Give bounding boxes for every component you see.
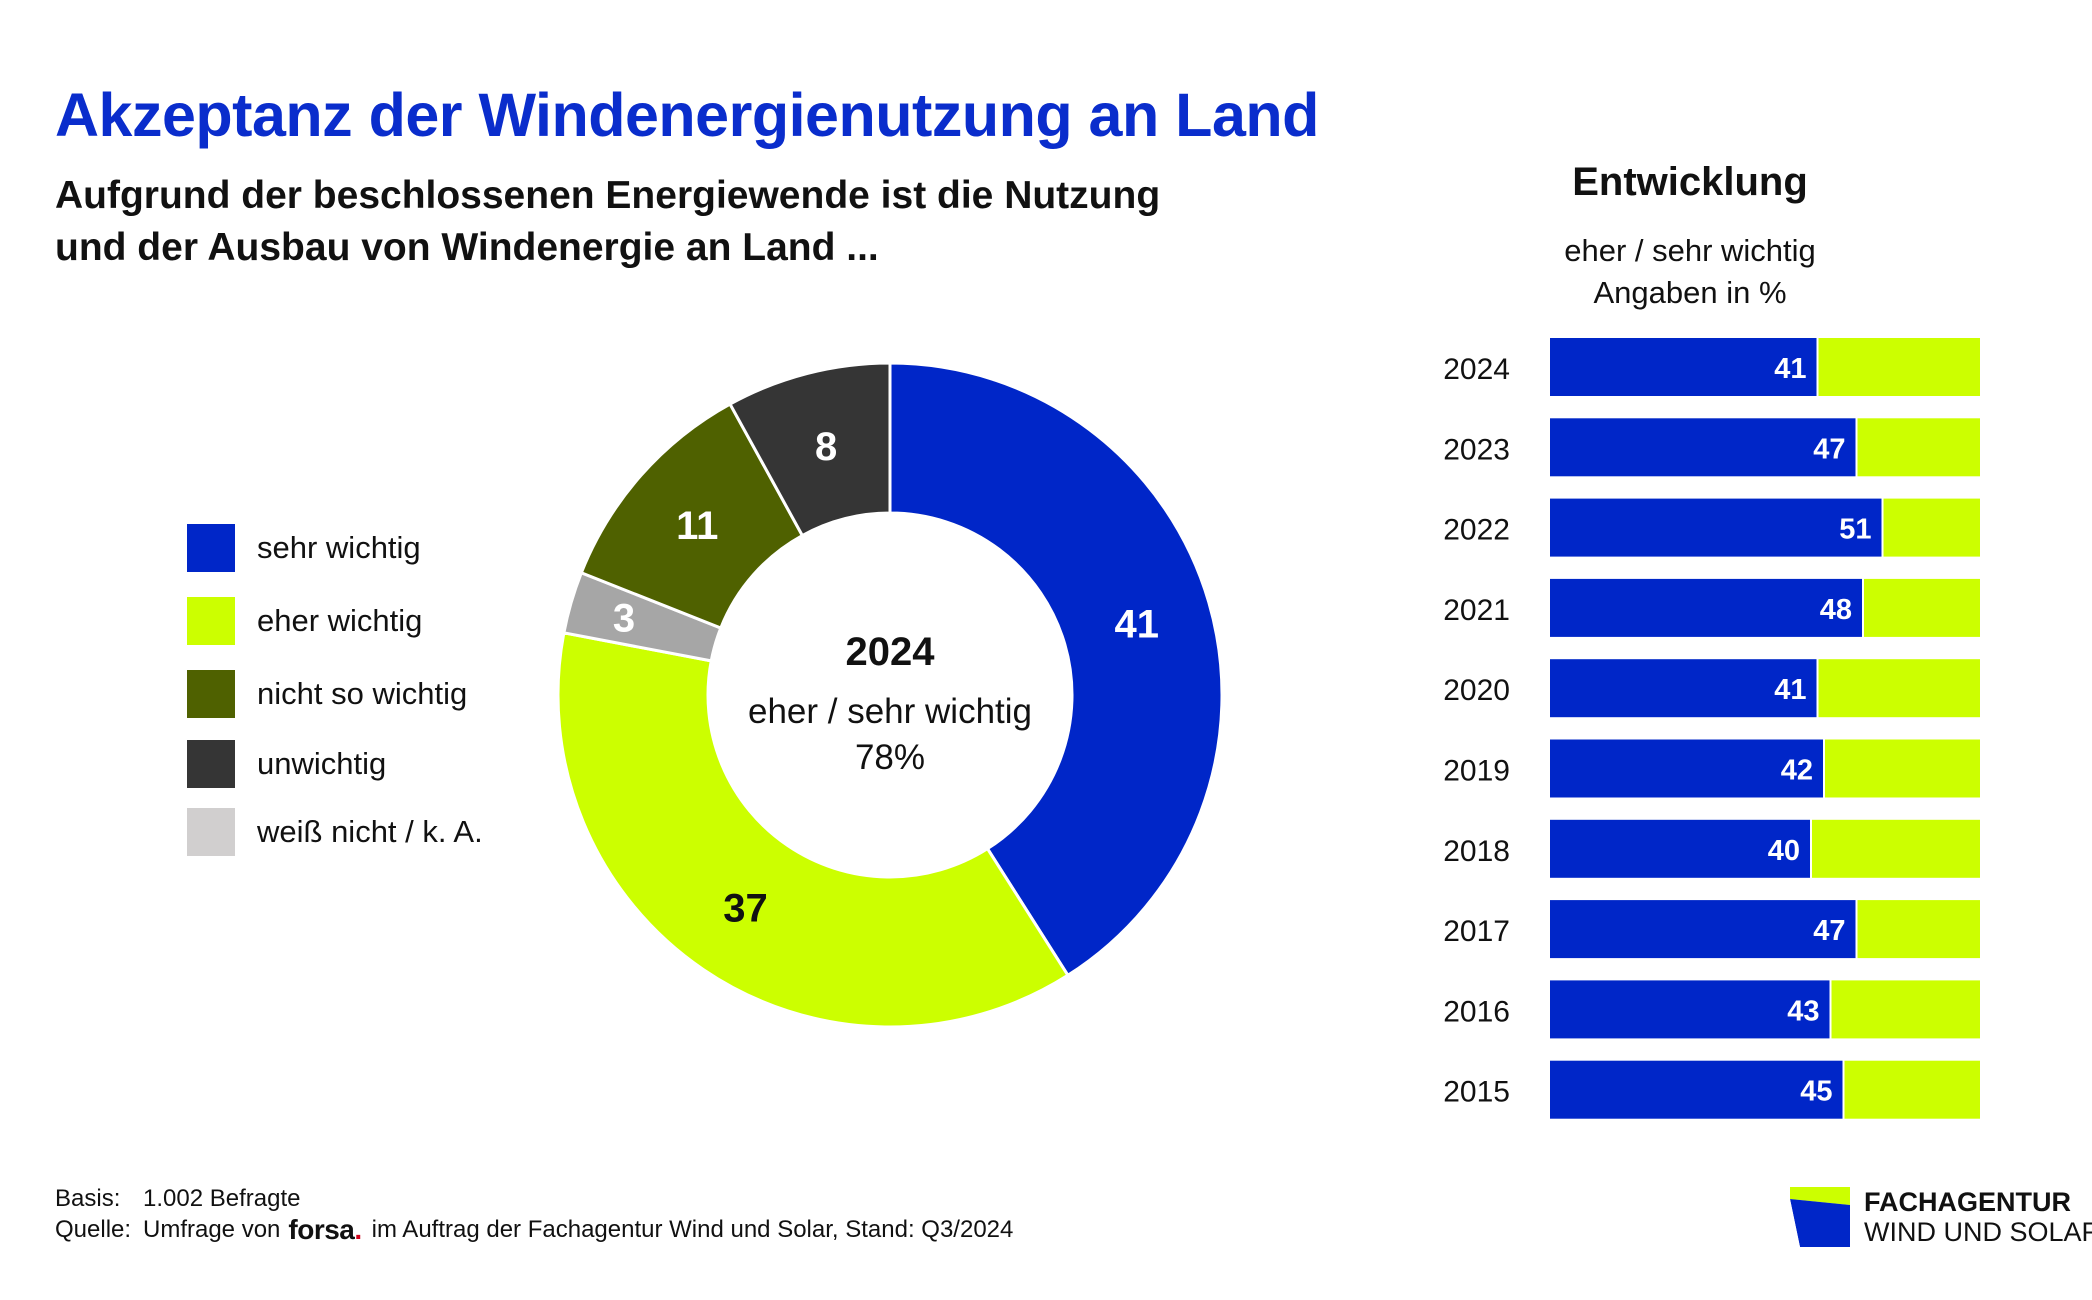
legend-item-nicht-so-wichtig: nicht so wichtig: [187, 670, 467, 718]
development-subtitle: eher / sehr wichtig Angaben in %: [1480, 230, 1900, 314]
bar-sehr-wichtig: [1550, 980, 1830, 1039]
bar-sehr-wichtig: [1550, 739, 1823, 798]
donut-chart: 41 37 3 11 8 2024 eher / sehr wichtig 78%: [556, 361, 1224, 1029]
bar-year-label: 2021: [1443, 594, 1510, 627]
legend-swatch: [187, 670, 235, 718]
chart-subtitle: Aufgrund der beschlossenen Energiewende …: [55, 170, 1160, 274]
bar-year-label: 2017: [1443, 915, 1510, 948]
donut-slice-unwichtig: [728, 361, 892, 538]
donut-data-label: 3: [613, 597, 635, 641]
donut-center-value: 78%: [855, 738, 925, 777]
bar-eher-wichtig: [1818, 659, 1980, 718]
bar-value-sehr-wichtig: 45: [1800, 1076, 1832, 1108]
footer-quelle: Quelle: Umfrage von forsa. im Auftrag de…: [55, 1214, 1013, 1245]
legend-label: eher wichtig: [257, 603, 423, 638]
bar-sehr-wichtig: [1550, 1060, 1843, 1119]
bar-year-label: 2022: [1443, 514, 1510, 547]
bar-value-sehr-wichtig: 47: [1813, 433, 1845, 465]
donut-data-label: 8: [815, 425, 837, 469]
bar-eher-wichtig: [1825, 739, 1980, 798]
development-subtitle-line-1: eher / sehr wichtig: [1564, 233, 1816, 268]
forsa-logo-dot: .: [354, 1214, 362, 1245]
donut-slice-eher-wichtig: [556, 631, 1070, 1029]
footer-quelle-prefix: Umfrage von: [143, 1216, 281, 1243]
bar-value-sehr-wichtig: 48: [1820, 594, 1852, 626]
footer-quelle-suffix: im Auftrag der Fachagentur Wind und Sola…: [371, 1216, 1014, 1243]
forsa-logo-word: forsa: [288, 1214, 355, 1245]
legend-swatch: [187, 524, 235, 572]
bar-sehr-wichtig: [1550, 900, 1856, 959]
bar-eher-wichtig: [1812, 819, 1980, 878]
footer-quelle-key: Quelle:: [55, 1216, 132, 1243]
legend-item-weiss-nicht: weiß nicht / k. A.: [187, 808, 483, 856]
bar-value-sehr-wichtig: 51: [1839, 514, 1871, 546]
logo-line-2: WIND UND SOLAR: [1864, 1217, 2092, 1247]
bar-year-label: 2015: [1443, 1076, 1510, 1109]
bar-value-sehr-wichtig: 40: [1768, 835, 1800, 867]
subtitle-line-1: Aufgrund der beschlossenen Energiewende …: [55, 174, 1161, 217]
fachagentur-logo-text: FACHAGENTUR WIND UND SOLAR: [1864, 1187, 2092, 1247]
forsa-logo: forsa.: [288, 1214, 362, 1245]
fachagentur-logo-icon: [1790, 1187, 1850, 1247]
legend-swatch: [187, 740, 235, 788]
legend-label: nicht so wichtig: [257, 676, 468, 711]
bar-year-label: 2019: [1443, 755, 1510, 788]
footer-basis-key: Basis:: [55, 1185, 121, 1212]
legend-label: weiß nicht / k. A.: [257, 814, 483, 849]
bar-eher-wichtig: [1831, 980, 1980, 1039]
donut-data-label: 37: [723, 887, 768, 931]
bar-value-sehr-wichtig: 47: [1813, 915, 1845, 947]
bar-eher-wichtig: [1844, 1060, 1980, 1119]
bar-value-sehr-wichtig: 41: [1774, 674, 1806, 706]
bar-sehr-wichtig: [1550, 659, 1817, 718]
subtitle-line-2: und der Ausbau von Windenergie an Land .…: [55, 226, 879, 269]
footer-basis: Basis: 1.002 Befragte: [55, 1183, 1013, 1214]
fachagentur-logo: FACHAGENTUR WIND UND SOLAR: [1790, 1187, 2092, 1247]
development-subtitle-line-2: Angaben in %: [1593, 275, 1787, 310]
donut-data-label: 11: [676, 504, 718, 548]
legend-label: unwichtig: [257, 746, 387, 781]
legend-swatch: [187, 597, 235, 645]
legend-item-eher-wichtig: eher wichtig: [187, 597, 422, 645]
legend-label: sehr wichtig: [257, 530, 421, 565]
donut-center-label: eher / sehr wichtig: [748, 692, 1032, 731]
legend-item-unwichtig: unwichtig: [187, 740, 386, 788]
chart-title: Akzeptanz der Windenergienutzung an Land: [55, 81, 1319, 149]
legend-swatch: [187, 808, 235, 856]
bar-sehr-wichtig: [1550, 498, 1882, 557]
bar-eher-wichtig: [1857, 900, 1980, 959]
logo-line-1: FACHAGENTUR: [1864, 1187, 2071, 1217]
bar-year-label: 2024: [1443, 353, 1510, 386]
footer: Basis: 1.002 Befragte Quelle: Umfrage vo…: [55, 1183, 1013, 1245]
bar-eher-wichtig: [1883, 498, 1980, 557]
bar-eher-wichtig: [1864, 578, 1980, 637]
donut-data-label: 41: [1115, 602, 1160, 646]
bar-value-sehr-wichtig: 43: [1787, 995, 1819, 1027]
bar-year-label: 2018: [1443, 835, 1510, 868]
donut-slice-sehr-wichtig: [888, 361, 1224, 978]
footer-basis-value: 1.002 Befragte: [143, 1185, 301, 1212]
bar-year-label: 2020: [1443, 674, 1510, 707]
bar-eher-wichtig: [1857, 418, 1980, 477]
legend-item-sehr-wichtig: sehr wichtig: [187, 524, 421, 572]
bar-sehr-wichtig: [1550, 819, 1810, 878]
bar-value-sehr-wichtig: 42: [1781, 755, 1813, 787]
bar-sehr-wichtig: [1550, 418, 1856, 477]
development-bar-chart: 2024413778 %2023473481 %2022513182 %2021…: [1443, 338, 1980, 1119]
development-title: Entwicklung: [1572, 160, 1808, 204]
bar-sehr-wichtig: [1550, 338, 1817, 396]
bar-eher-wichtig: [1818, 338, 1980, 396]
bar-value-sehr-wichtig: 41: [1774, 353, 1806, 385]
bar-sehr-wichtig: [1550, 578, 1862, 637]
bar-year-label: 2023: [1443, 433, 1510, 466]
donut-center-year: 2024: [846, 630, 936, 674]
bar-year-label: 2016: [1443, 995, 1510, 1028]
